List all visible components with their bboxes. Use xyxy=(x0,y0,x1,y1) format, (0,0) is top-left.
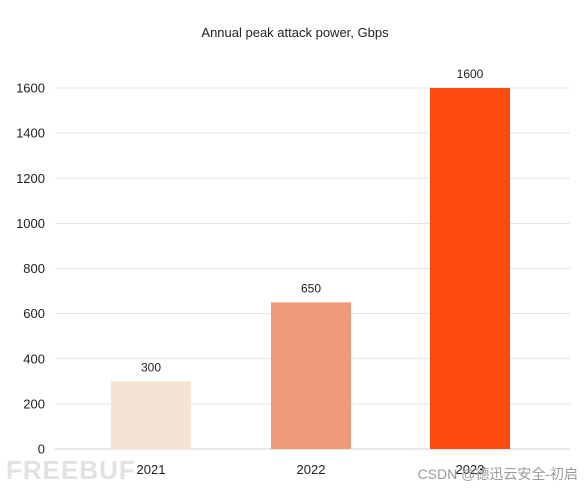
x-tick-label-2021: 2021 xyxy=(137,462,166,477)
bar-2023 xyxy=(430,88,510,449)
data-label-2022: 650 xyxy=(301,281,321,295)
bar-2022 xyxy=(271,302,351,449)
csdn-watermark: CSDN @德迅云安全-初启 xyxy=(417,466,578,482)
x-axis-ticks: 2021 2022 2023 xyxy=(137,462,485,477)
bars xyxy=(111,88,510,449)
x-tick-label-2022: 2022 xyxy=(297,462,326,477)
data-label-2021: 300 xyxy=(141,360,161,374)
y-tick-label: 800 xyxy=(23,261,45,276)
y-tick-label: 1200 xyxy=(16,171,45,186)
y-tick-label: 600 xyxy=(23,306,45,321)
bar-2021 xyxy=(111,381,191,449)
x-tick-label-2023: 2023 xyxy=(456,462,485,477)
y-tick-label: 1400 xyxy=(16,126,45,141)
data-labels: 300 650 1600 xyxy=(141,67,484,374)
y-tick-label: 200 xyxy=(23,396,45,411)
y-tick-label: 1000 xyxy=(16,216,45,231)
y-axis-ticks: 0 200 400 600 800 1000 1200 1400 1600 xyxy=(16,81,45,457)
y-tick-label: 0 xyxy=(38,442,45,457)
chart-title: Annual peak attack power, Gbps xyxy=(201,25,389,40)
freebuf-watermark: FREEBUF xyxy=(6,455,136,485)
y-tick-label: 1600 xyxy=(16,81,45,96)
data-label-2023: 1600 xyxy=(457,67,484,81)
y-tick-label: 400 xyxy=(23,351,45,366)
